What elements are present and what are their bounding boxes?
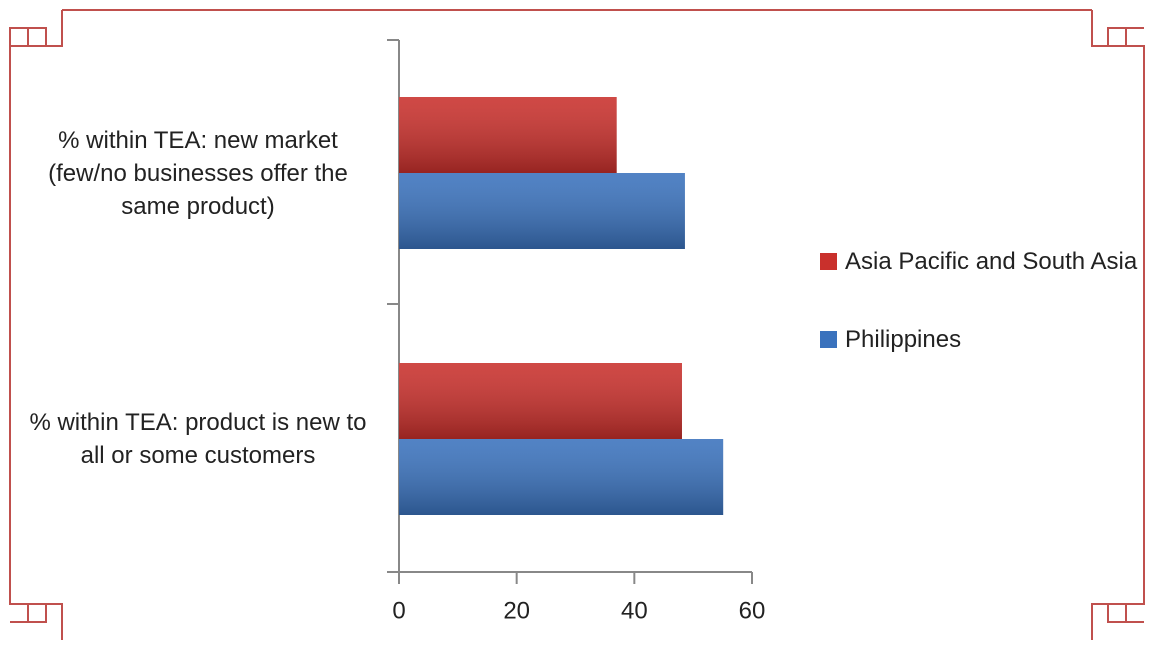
x-tick-label: 20 (503, 597, 530, 624)
legend-swatch (820, 331, 837, 348)
bar-shade (399, 363, 682, 439)
legend-swatch (820, 253, 837, 270)
y-tick-label: % within TEA: new market (few/no busines… (48, 126, 348, 220)
legend-label: Philippines (845, 326, 962, 353)
x-tick-label: 60 (739, 597, 766, 624)
legend-label: Asia Pacific and South Asia (845, 248, 1138, 275)
y-tick-label: % within TEA: product is new to all or s… (29, 409, 367, 469)
x-tick-label: 40 (621, 597, 648, 624)
bar-shade (399, 439, 724, 515)
frame (9, 9, 1145, 640)
bar-shade (399, 173, 685, 249)
x-tick-label: 0 (392, 597, 405, 624)
bar-shade (399, 97, 617, 173)
